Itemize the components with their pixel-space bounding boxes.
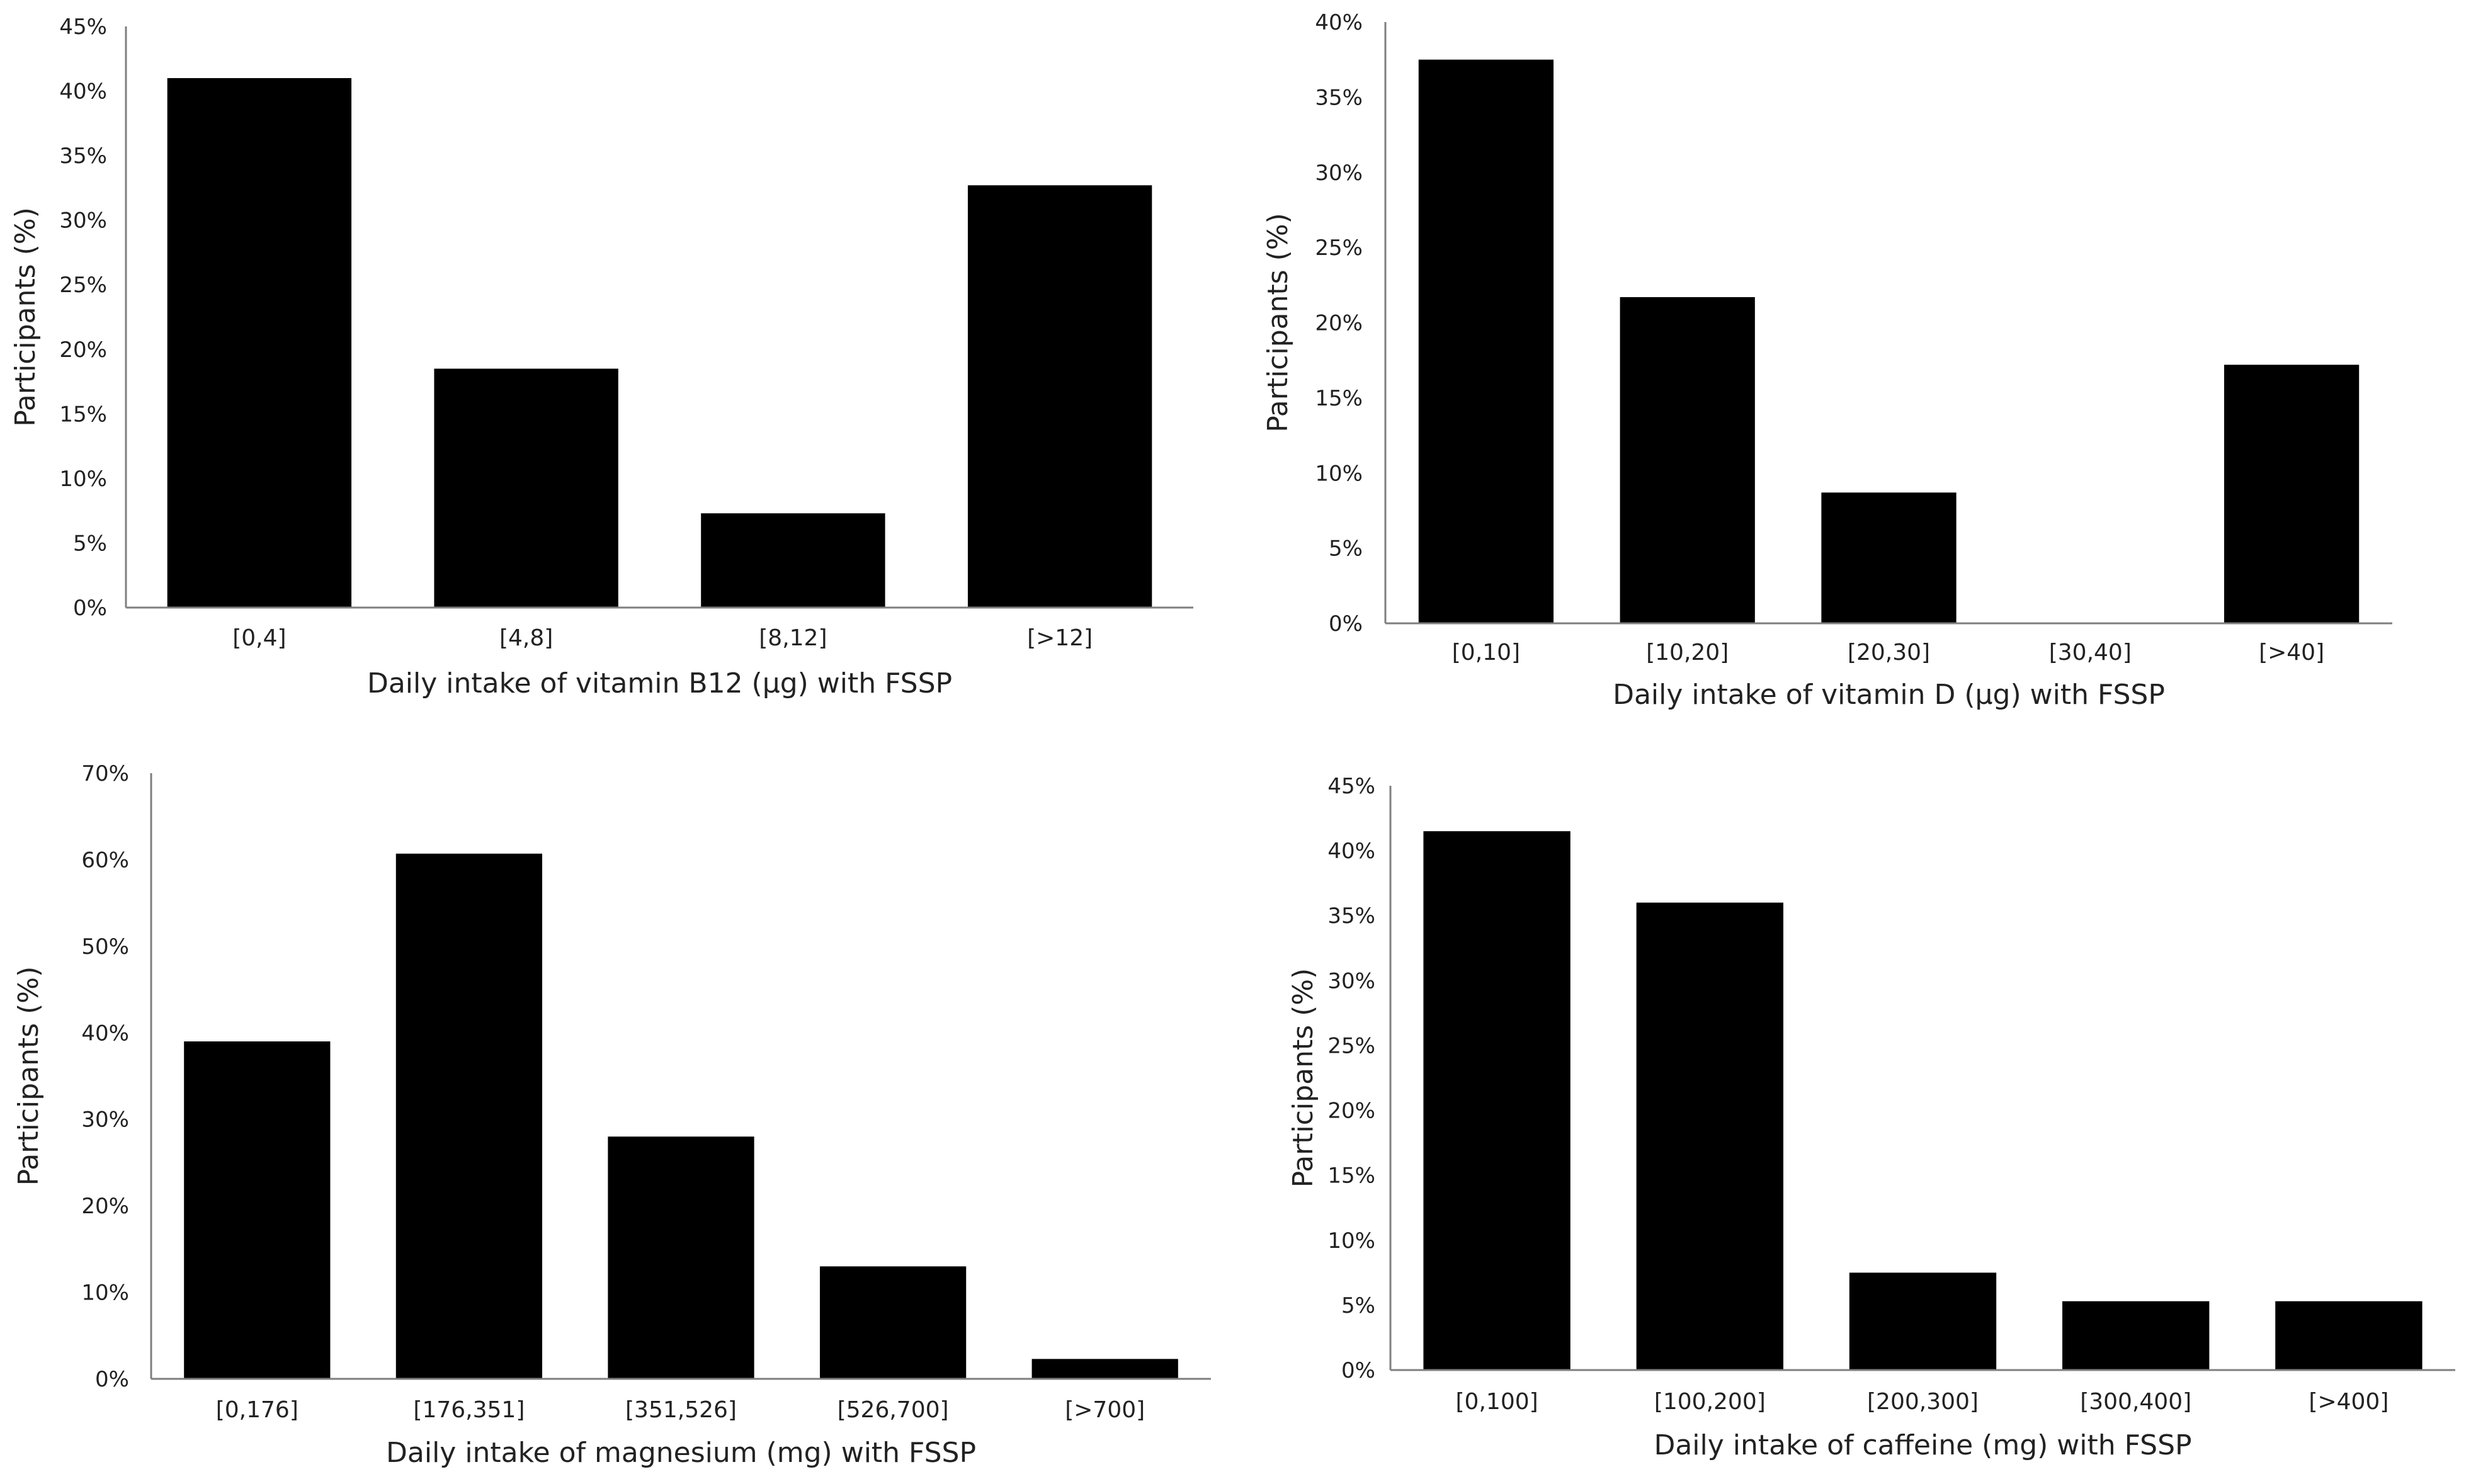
category-label: [20,30] bbox=[1848, 640, 1930, 666]
y-tick-label: 40% bbox=[81, 1021, 129, 1046]
y-tick-label: 5% bbox=[1329, 536, 1363, 562]
bar bbox=[434, 368, 618, 608]
bar bbox=[1821, 492, 1957, 623]
y-tick-label: 20% bbox=[1327, 1099, 1375, 1124]
y-tick-label: 40% bbox=[1327, 839, 1375, 864]
y-tick-label: 20% bbox=[81, 1194, 129, 1219]
y-tick-label: 30% bbox=[1315, 161, 1363, 186]
category-label: [0,4] bbox=[232, 625, 286, 651]
category-label: [10,20] bbox=[1646, 640, 1729, 666]
bar bbox=[395, 853, 543, 1379]
category-label: [>12] bbox=[1027, 625, 1093, 651]
y-tick-label: 30% bbox=[81, 1107, 129, 1133]
chart-magnesium: 0% 10% 20% 30% 40% 50% 60% 70% [0,176] [176,351] [… bbox=[13, 761, 1211, 1469]
y-tick-label: 30% bbox=[1327, 968, 1375, 994]
x-axis-label: Daily intake of vitamin D (µg) with FSSP bbox=[1613, 679, 2165, 711]
y-tick-label: 70% bbox=[81, 761, 129, 786]
category-label: [526,700] bbox=[838, 1397, 949, 1423]
bar bbox=[167, 78, 352, 608]
y-tick-label: 40% bbox=[1315, 10, 1363, 35]
category-label: [300,400] bbox=[2080, 1389, 2191, 1415]
x-axis-label: Daily intake of magnesium (mg) with FSSP bbox=[386, 1437, 976, 1469]
bar bbox=[1423, 831, 1571, 1370]
y-tick-label: 10% bbox=[81, 1281, 129, 1306]
y-axis-label: Participants (%) bbox=[1262, 213, 1294, 433]
y-tick-label: 5% bbox=[1341, 1293, 1375, 1318]
y-tick-label: 35% bbox=[1315, 85, 1363, 110]
bar bbox=[1031, 1359, 1178, 1379]
category-label: [176,351] bbox=[413, 1397, 525, 1423]
chart-caffeine: 0% 5% 10% 15% 20% 25% 30% 35% 40% 45% [0,100] [100,… bbox=[1287, 774, 2455, 1461]
category-label: [200,300] bbox=[1867, 1389, 1979, 1415]
x-axis-label: Daily intake of caffeine (mg) with FSSP bbox=[1654, 1429, 2191, 1461]
category-label: [0,10] bbox=[1452, 640, 1520, 666]
chart-vitamin-d: 0% 5% 10% 15% 20% 25% 30% 35% 40% [0,10] [10,20] [2… bbox=[1262, 10, 2392, 711]
y-axis-label: Participants (%) bbox=[9, 207, 42, 427]
y-tick-label: 0% bbox=[95, 1367, 129, 1392]
y-tick-label: 45% bbox=[59, 14, 107, 40]
y-tick-label: 0% bbox=[1341, 1358, 1375, 1383]
y-tick-label: 0% bbox=[73, 596, 107, 621]
category-label: [351,526] bbox=[625, 1397, 737, 1423]
y-tick-label: 15% bbox=[59, 402, 107, 427]
category-label: [0,176] bbox=[216, 1397, 298, 1423]
y-tick-label: 0% bbox=[1329, 611, 1363, 637]
bar bbox=[967, 185, 1152, 608]
bar bbox=[184, 1041, 331, 1379]
category-label: [30,40] bbox=[2049, 640, 2132, 666]
bar bbox=[2062, 1301, 2210, 1370]
category-label: [>40] bbox=[2259, 640, 2324, 666]
category-label: [>400] bbox=[2309, 1389, 2389, 1415]
y-tick-label: 45% bbox=[1327, 774, 1375, 799]
bar bbox=[1418, 59, 1554, 623]
y-tick-label: 25% bbox=[59, 273, 107, 298]
y-tick-label: 30% bbox=[59, 208, 107, 234]
y-tick-label: 10% bbox=[1327, 1228, 1375, 1254]
y-axis-label: Participants (%) bbox=[1287, 968, 1319, 1188]
bar bbox=[608, 1136, 754, 1379]
bar bbox=[1849, 1272, 1997, 1370]
bar bbox=[1636, 902, 1783, 1370]
category-label: [>700] bbox=[1065, 1397, 1145, 1423]
y-axis-label: Participants (%) bbox=[13, 966, 45, 1186]
y-tick-label: 20% bbox=[1315, 311, 1363, 336]
y-tick-label: 25% bbox=[1315, 235, 1363, 261]
category-label: [8,12] bbox=[759, 625, 827, 651]
category-label: [4,8] bbox=[499, 625, 553, 651]
chart-vitamin-b12: 0% 5% 10% 15% 20% 25% 30% 35% 40% 45% [0,4] [4,8] [8… bbox=[9, 14, 1193, 700]
y-tick-label: 60% bbox=[81, 847, 129, 873]
y-tick-label: 5% bbox=[73, 531, 107, 556]
y-tick-label: 25% bbox=[1327, 1033, 1375, 1058]
category-label: [100,200] bbox=[1654, 1389, 1766, 1415]
bar bbox=[2224, 365, 2360, 623]
y-tick-label: 35% bbox=[1327, 903, 1375, 929]
bar bbox=[2275, 1301, 2423, 1370]
y-tick-label: 15% bbox=[1315, 386, 1363, 411]
y-tick-label: 20% bbox=[59, 337, 107, 363]
y-tick-label: 35% bbox=[59, 144, 107, 169]
y-tick-label: 10% bbox=[1315, 461, 1363, 486]
y-tick-label: 15% bbox=[1327, 1164, 1375, 1189]
y-tick-label: 10% bbox=[59, 467, 107, 492]
x-axis-label: Daily intake of vitamin B12 (µg) with FS… bbox=[367, 667, 952, 700]
y-tick-label: 50% bbox=[81, 934, 129, 960]
bar bbox=[701, 513, 885, 608]
y-tick-label: 40% bbox=[59, 79, 107, 105]
category-label: [0,100] bbox=[1456, 1389, 1538, 1415]
bar bbox=[1620, 297, 1755, 624]
bar bbox=[819, 1266, 967, 1379]
